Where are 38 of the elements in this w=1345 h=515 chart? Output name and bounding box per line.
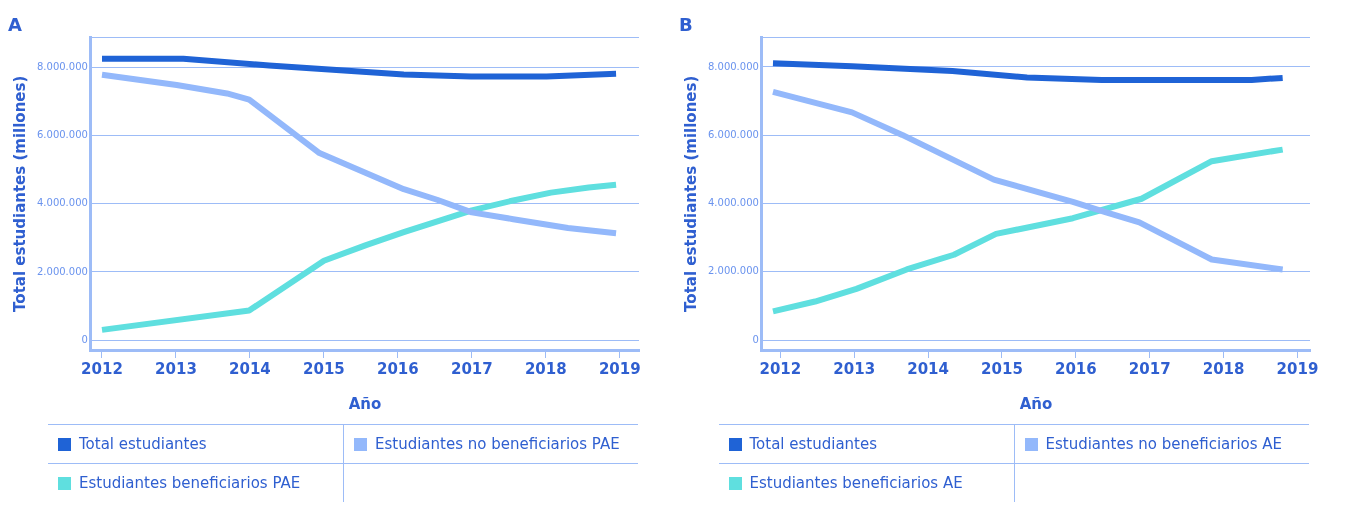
x-tick-label: 2017 [450,359,493,378]
x-tick-label: 2015 [980,359,1023,378]
y-tick-label: 0 [81,333,88,345]
x-axis-title: Año [1019,394,1052,413]
legend-label: Total estudiantes [749,435,878,453]
x-tick-label: 2016 [1054,359,1097,378]
y-axis-title: Total estudiantes (millones) [10,75,29,312]
y-tick-label: 8.000.000 [36,61,88,73]
legend-label: Estudiantes no beneficiarios PAE [375,435,620,453]
y-tick-label: 6.000.000 [707,128,759,140]
chart-title: A [8,14,22,36]
chart-title: B [678,14,693,36]
legend-label: Estudiantes beneficiarios PAE [79,474,301,492]
y-tick-label: 8.000.000 [707,60,759,72]
y-tick-label: 0 [752,333,759,345]
x-tick-label: 2019 [1276,359,1318,378]
y-tick-label: 6.000.000 [36,129,88,141]
x-tick-label: 2017 [1128,359,1171,378]
x-tick-label: 2014 [229,359,271,378]
x-tick-label: 2013 [832,359,875,378]
x-tick-label: 2018 [1202,359,1244,378]
x-axis-title: Año [348,394,382,413]
y-axis-title: Total estudiantes (millones) [681,75,700,312]
x-tick-label: 2012 [81,359,123,378]
x-tick-label: 2013 [155,359,197,378]
x-tick-label: 2019 [598,359,641,378]
legend-label: Estudiantes no beneficiarios AE [1045,435,1283,453]
x-tick-label: 2014 [906,359,949,378]
legend-label: Estudiantes beneficiarios AE [749,474,963,492]
x-tick-label: 2018 [524,359,567,378]
y-tick-label: 2.000.000 [36,265,88,277]
y-tick-label: 4.000.000 [707,197,759,209]
x-tick-label: 2012 [758,359,801,378]
y-tick-label: 4.000.000 [36,197,88,209]
legend-label: Total estudiantes [79,435,207,453]
x-tick-label: 2016 [376,359,419,378]
y-tick-label: 2.000.000 [707,265,759,277]
x-tick-label: 2015 [303,359,345,378]
